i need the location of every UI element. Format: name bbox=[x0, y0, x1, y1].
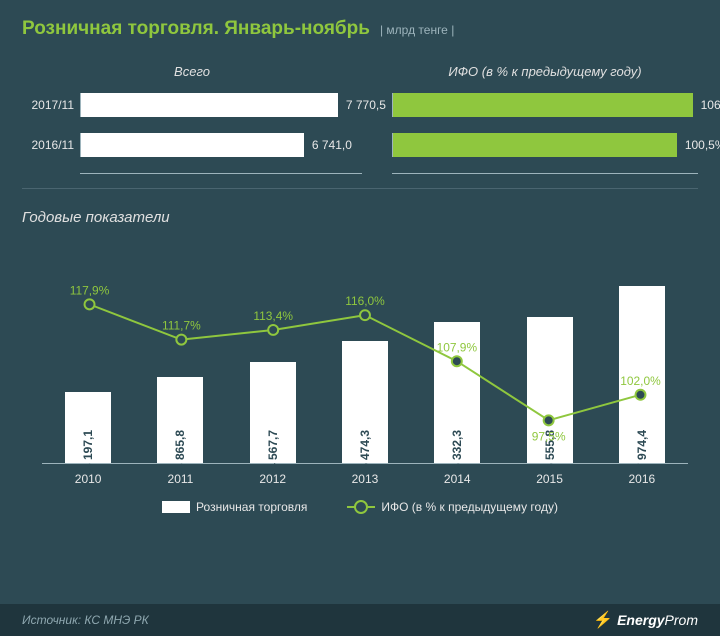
hbar-track: 106,1% bbox=[392, 93, 698, 117]
hbar-fill: 106,1% bbox=[393, 93, 693, 117]
axis-line bbox=[80, 173, 362, 174]
total-chart-title: Всего bbox=[22, 64, 362, 79]
line-marker bbox=[635, 390, 645, 400]
x-label: 2012 bbox=[250, 472, 296, 486]
legend-swatch-line bbox=[347, 506, 375, 508]
legend: Розничная торговля ИФО (в % к предыдущем… bbox=[22, 500, 698, 514]
unit-label: | млрд тенге | bbox=[380, 23, 454, 37]
x-label: 2013 bbox=[342, 472, 388, 486]
x-axis-labels: 2010 2011 2012 2013 2014 2015 2016 bbox=[42, 472, 688, 486]
brand: ⚡ EnergyProm bbox=[593, 610, 698, 630]
top-charts-row: Всего 2017/117 770,52016/116 741,0 ИФО (… bbox=[22, 64, 698, 189]
ifo-chart: ИФО (в % к предыдущему году) 106,1% 100,5… bbox=[392, 64, 698, 174]
line-value-label: 117,9% bbox=[70, 283, 110, 297]
axis-line bbox=[392, 173, 698, 174]
hbar-row: 106,1% bbox=[392, 93, 698, 117]
line-marker bbox=[268, 325, 278, 335]
hbar-fill: 7 770,5 bbox=[81, 93, 338, 117]
hbar-row: 2016/116 741,0 bbox=[22, 133, 362, 157]
x-label: 2010 bbox=[65, 472, 111, 486]
hbar-value: 6 741,0 bbox=[304, 138, 352, 152]
hbar-row: 2017/117 770,5 bbox=[22, 93, 362, 117]
line-marker bbox=[544, 415, 554, 425]
line-marker bbox=[360, 310, 370, 320]
line-overlay: 117,9% 111,7% 113,4% 116,0% 107,9% 97,5% 102,0… bbox=[42, 264, 688, 463]
plot-area: 3 197,13 865,84 567,75 474,36 332,36 555… bbox=[42, 264, 688, 464]
total-chart: Всего 2017/117 770,52016/116 741,0 bbox=[22, 64, 362, 174]
hbar-track: 100,5% bbox=[392, 133, 698, 157]
legend-line: ИФО (в % к предыдущему году) bbox=[347, 500, 558, 514]
source-label: Источник: КС МНЭ РК bbox=[22, 613, 149, 627]
hbar-row: 100,5% bbox=[392, 133, 698, 157]
line-marker bbox=[85, 299, 95, 309]
hbar-value: 100,5% bbox=[677, 138, 720, 152]
brand-icon: ⚡ bbox=[593, 610, 613, 630]
hbar-value: 7 770,5 bbox=[338, 98, 386, 112]
brand-text: EnergyProm bbox=[617, 612, 698, 628]
x-label: 2016 bbox=[619, 472, 665, 486]
hbar-label: 2016/11 bbox=[22, 138, 80, 152]
line-value-label: 107,9% bbox=[437, 340, 478, 354]
ifo-chart-title: ИФО (в % к предыдущему году) bbox=[392, 64, 698, 79]
line-value-label: 102,0% bbox=[620, 374, 661, 388]
x-label: 2014 bbox=[434, 472, 480, 486]
line-value-label: 116,0% bbox=[345, 294, 385, 308]
header: Розничная торговля. Январь-ноябрь | млрд… bbox=[22, 18, 698, 40]
line-marker bbox=[452, 356, 462, 366]
x-label: 2011 bbox=[157, 472, 203, 486]
hbar-fill: 100,5% bbox=[393, 133, 677, 157]
legend-bar-label: Розничная торговля bbox=[196, 500, 307, 514]
combo-chart: 3 197,13 865,84 567,75 474,36 332,36 555… bbox=[22, 234, 698, 514]
x-label: 2015 bbox=[527, 472, 573, 486]
line-value-label: 113,4% bbox=[253, 309, 293, 323]
legend-bar: Розничная торговля bbox=[162, 500, 307, 514]
line-value-label: 111,7% bbox=[162, 319, 201, 333]
hbar-track: 7 770,5 bbox=[80, 93, 362, 117]
hbar-fill: 6 741,0 bbox=[81, 133, 304, 157]
legend-line-label: ИФО (в % к предыдущему году) bbox=[381, 500, 558, 514]
legend-swatch-bar bbox=[162, 501, 190, 513]
hbar-value: 106,1% bbox=[693, 98, 720, 112]
combo-title: Годовые показатели bbox=[22, 209, 698, 226]
line-value-label: 97,5% bbox=[532, 429, 566, 443]
line-marker bbox=[176, 335, 186, 345]
hbar-label: 2017/11 bbox=[22, 98, 80, 112]
hbar-track: 6 741,0 bbox=[80, 133, 362, 157]
page-title: Розничная торговля. Январь-ноябрь bbox=[22, 18, 370, 40]
footer: Источник: КС МНЭ РК ⚡ EnergyProm bbox=[0, 604, 720, 636]
